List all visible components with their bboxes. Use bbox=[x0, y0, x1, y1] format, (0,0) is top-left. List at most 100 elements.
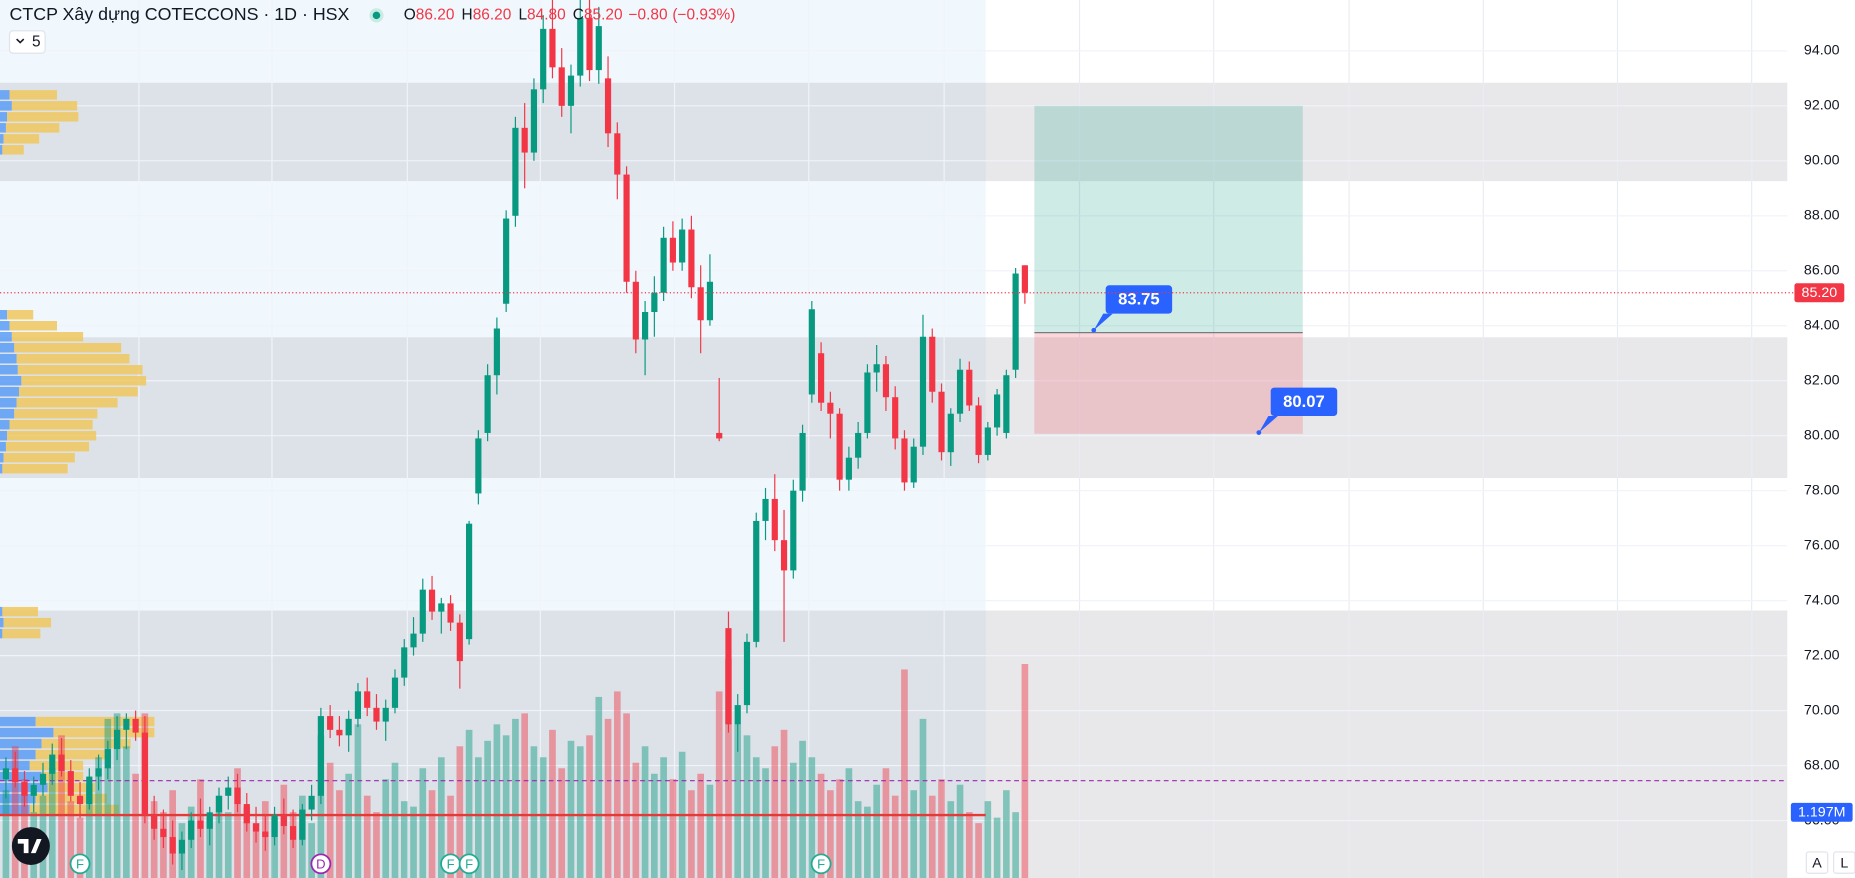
event-marker[interactable] bbox=[310, 853, 332, 875]
profile-down-bar bbox=[3, 617, 52, 628]
profile-up-bar bbox=[0, 419, 10, 430]
candle-body bbox=[882, 364, 890, 398]
candle-body bbox=[614, 133, 621, 175]
event-marker[interactable] bbox=[69, 853, 91, 875]
volume-bar bbox=[410, 806, 417, 878]
profile-up-bar bbox=[0, 408, 15, 419]
candle-body bbox=[910, 446, 917, 483]
volume-bar bbox=[67, 801, 75, 878]
profile-down-bar bbox=[16, 397, 118, 408]
candle-body bbox=[30, 784, 37, 796]
profile-down-bar bbox=[3, 134, 40, 144]
candle-body bbox=[642, 312, 649, 340]
candle-body bbox=[540, 28, 547, 90]
candle-body bbox=[39, 773, 47, 785]
candle-body bbox=[836, 413, 843, 480]
volume-bar bbox=[567, 740, 575, 878]
stop-callout-label: 80.07 bbox=[1283, 392, 1325, 411]
candle-body bbox=[86, 776, 93, 805]
candle-body bbox=[354, 691, 362, 719]
profile-down-bar bbox=[29, 804, 119, 815]
volume-bar bbox=[632, 762, 640, 878]
candle-body bbox=[123, 718, 130, 730]
scale-button[interactable] bbox=[1805, 851, 1829, 874]
profile-down-bar bbox=[11, 332, 84, 342]
candle-body bbox=[234, 787, 241, 805]
candle-body bbox=[818, 353, 825, 403]
candle-body bbox=[725, 628, 732, 725]
candle-body bbox=[762, 498, 769, 521]
candle-body bbox=[892, 397, 899, 439]
profile-up-bar bbox=[0, 617, 4, 628]
candle-body bbox=[743, 641, 751, 706]
candle-body bbox=[141, 732, 148, 816]
candle-body bbox=[317, 716, 324, 796]
entry-callout-label: 83.75 bbox=[1118, 289, 1160, 308]
volume-bar bbox=[928, 795, 936, 878]
volume-bar bbox=[743, 735, 751, 878]
chevron-icon bbox=[16, 38, 25, 44]
volume-bar bbox=[762, 768, 769, 878]
candle-body bbox=[947, 413, 954, 453]
volume-bar bbox=[373, 812, 380, 878]
volume-bar bbox=[512, 718, 519, 878]
profile-down-bar bbox=[41, 771, 84, 782]
event-marker[interactable] bbox=[458, 853, 480, 875]
volume-bar bbox=[956, 784, 964, 878]
volume-bar bbox=[215, 795, 223, 878]
volume-bar bbox=[558, 768, 566, 878]
profile-down-bar bbox=[53, 727, 155, 738]
volume-bar bbox=[799, 740, 806, 878]
event-label: F bbox=[817, 856, 825, 871]
profile-up-bar bbox=[0, 310, 8, 320]
candle-body bbox=[299, 809, 306, 840]
profile-up-bar bbox=[0, 452, 4, 463]
scale-button-label: L bbox=[1840, 856, 1848, 872]
profile-up-bar bbox=[0, 804, 30, 815]
volume-bar bbox=[549, 729, 556, 878]
y-tick-label: 84.00 bbox=[1804, 318, 1840, 334]
profile-down-bar bbox=[2, 628, 41, 639]
profile-up-bar bbox=[0, 749, 36, 760]
candle-body bbox=[225, 787, 232, 796]
profile-down-bar bbox=[9, 419, 93, 430]
volume-bar bbox=[11, 746, 19, 878]
candle-body bbox=[67, 771, 74, 796]
profile-up-bar bbox=[0, 123, 6, 133]
volume-bar bbox=[447, 795, 454, 878]
candle-body bbox=[799, 432, 806, 491]
volume-bar bbox=[984, 801, 992, 878]
candle-body bbox=[503, 218, 510, 304]
indicator-toggle[interactable] bbox=[8, 30, 46, 54]
volume-bar bbox=[947, 801, 955, 878]
y-tick-label: 76.00 bbox=[1804, 537, 1840, 553]
candle-body bbox=[252, 823, 260, 832]
volume-bar bbox=[475, 757, 482, 878]
volume-bar bbox=[901, 669, 908, 878]
volume-bar bbox=[391, 762, 399, 878]
profile-up-bar bbox=[0, 430, 8, 441]
volume-bar bbox=[919, 718, 927, 878]
candle-body bbox=[197, 820, 204, 829]
volume-bar bbox=[706, 784, 714, 878]
last-price-box bbox=[1794, 283, 1845, 303]
event-marker[interactable] bbox=[810, 853, 832, 875]
profile-down-bar bbox=[9, 90, 58, 100]
profile-up-bar bbox=[0, 353, 17, 364]
candle-body bbox=[549, 28, 556, 68]
profile-down-bar bbox=[7, 112, 79, 122]
volume-bar bbox=[132, 773, 139, 878]
candle-body bbox=[595, 26, 602, 71]
profile-up-bar bbox=[0, 375, 22, 386]
volume-bar bbox=[975, 823, 982, 878]
profile-up-bar bbox=[0, 134, 4, 144]
volume-bar bbox=[104, 718, 112, 878]
volume-bar bbox=[660, 757, 667, 878]
candle-body bbox=[901, 438, 908, 483]
profile-down-bar bbox=[2, 145, 24, 155]
candle-body bbox=[512, 127, 519, 216]
candle-body bbox=[151, 815, 158, 829]
volume-bar bbox=[521, 713, 528, 878]
volume-bar bbox=[252, 823, 260, 878]
